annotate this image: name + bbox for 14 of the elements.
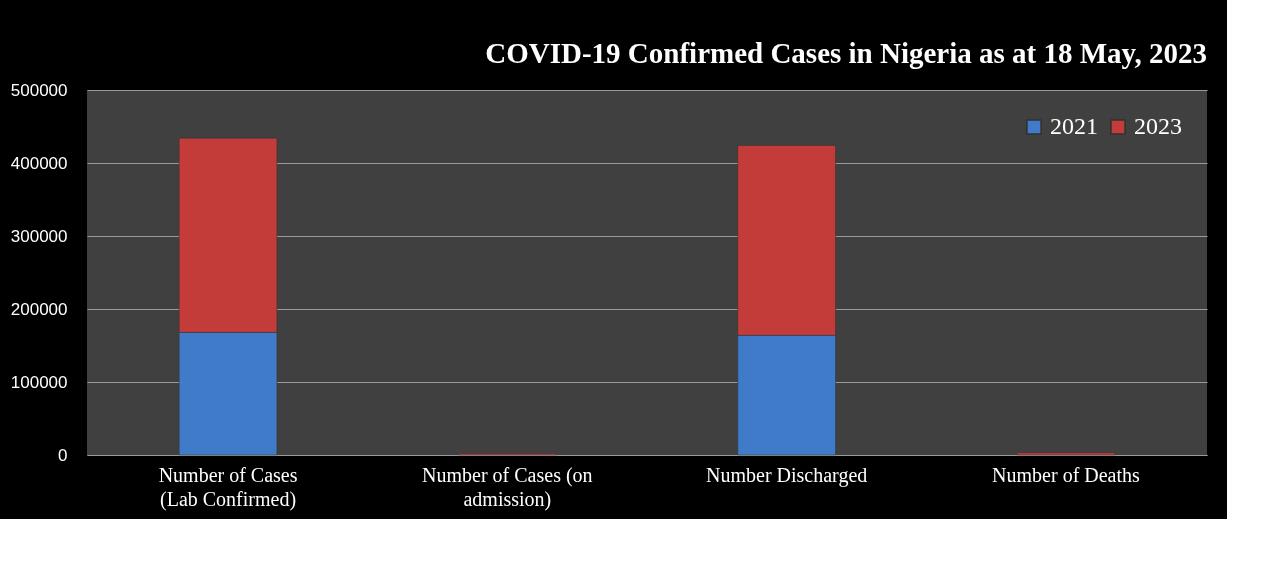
x-tick-label: Number of Cases (on admission) <box>422 463 593 511</box>
chart-title: COVID-19 Confirmed Cases in Nigeria as at 18 May, 2023 <box>485 37 1207 69</box>
y-tick-label: 400000 <box>10 153 68 173</box>
y-tick-label: 200000 <box>10 299 68 319</box>
x-tick-label: Number of Deaths <box>992 463 1141 486</box>
y-tick-label: 0 <box>58 445 68 465</box>
legend-label: 2023 <box>1134 113 1182 139</box>
y-tick-label: 500000 <box>10 80 68 100</box>
x-tick-label: Number of Cases (Lab Confirmed) <box>158 463 298 511</box>
x-tick-label: Number Discharged <box>706 463 868 487</box>
y-tick-label: 100000 <box>10 372 68 392</box>
bar <box>1016 452 1116 456</box>
y-tick-label: 300000 <box>10 226 68 246</box>
legend-label: 2021 <box>1050 113 1098 139</box>
